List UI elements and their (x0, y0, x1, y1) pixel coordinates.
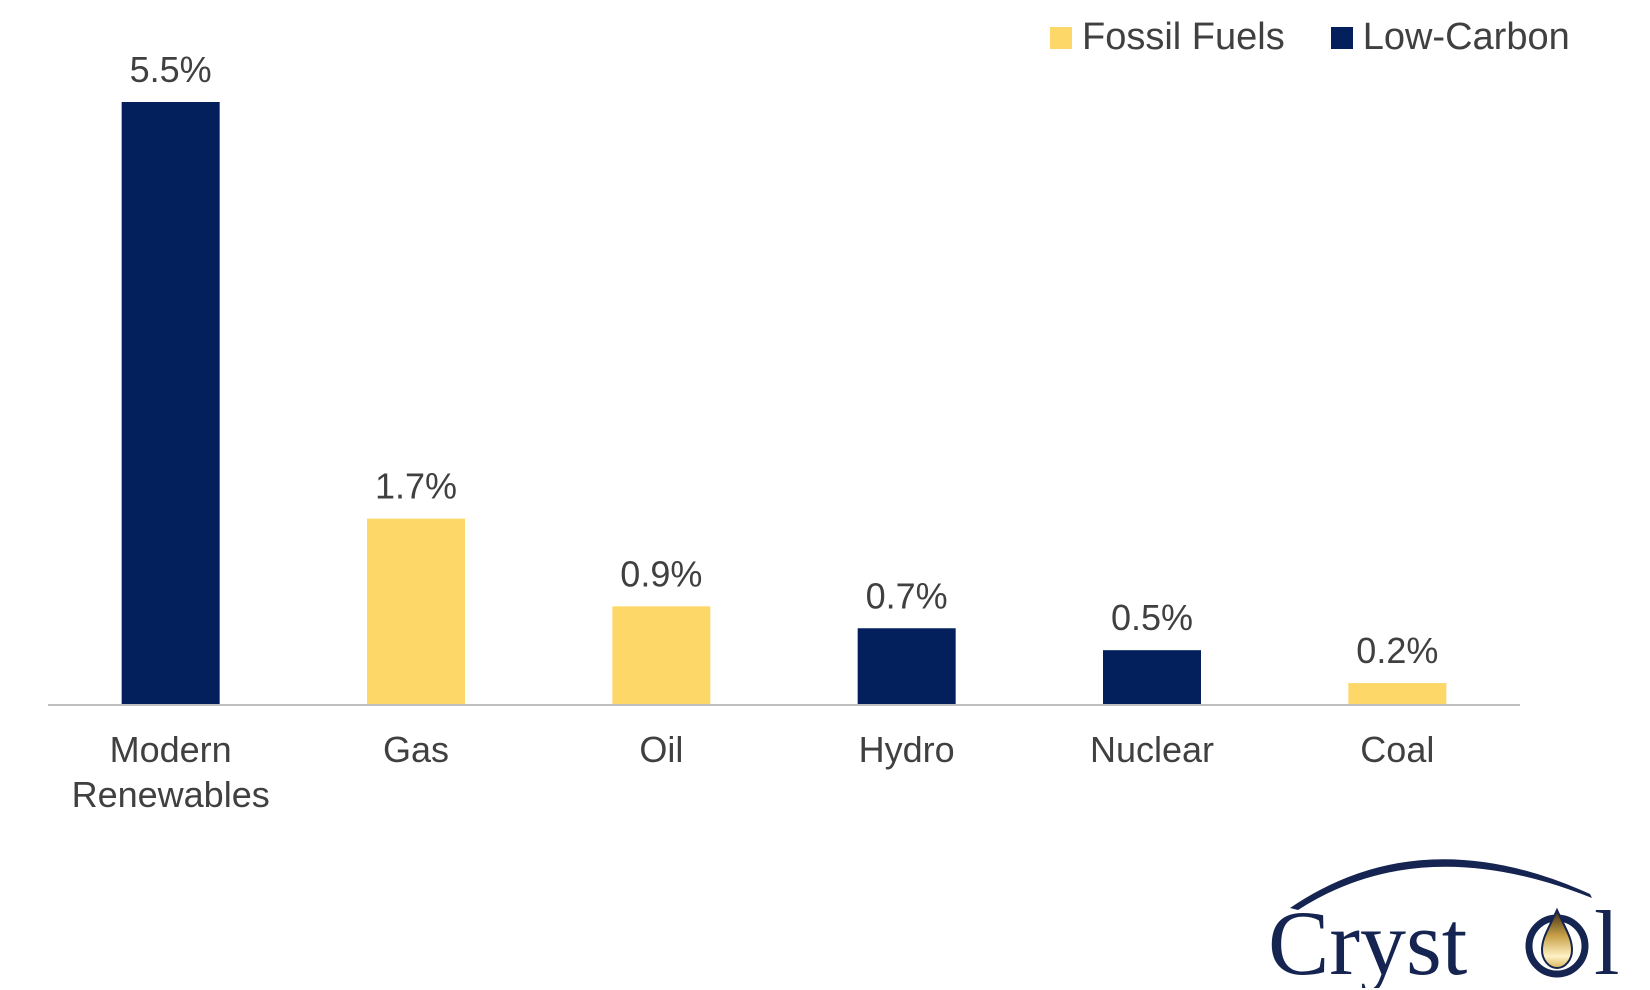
bar-gas (367, 518, 465, 705)
legend-label-low-carbon: Low-Carbon (1362, 16, 1570, 58)
category-label-nuclear: Nuclear (1090, 729, 1214, 770)
bar-hydro (857, 628, 956, 705)
category-label-coal: Coal (1360, 729, 1434, 770)
value-label-modern-renewables: 5.5% (130, 49, 212, 90)
category-label-hydro: Hydro (859, 729, 955, 770)
bar-modern-renewables (121, 102, 220, 705)
category-label-gas: Gas (383, 729, 449, 770)
bar-coal (1348, 683, 1447, 705)
bars-group (121, 102, 1447, 705)
category-labels-group: Modern Renewables Gas Oil Hydro Nuclear Coal (72, 729, 1435, 815)
value-label-coal: 0.2% (1356, 630, 1438, 671)
value-label-nuclear: 0.5% (1111, 597, 1193, 638)
logo-arc (1290, 859, 1592, 910)
bar-nuclear (1103, 650, 1201, 705)
crystol-logo: Cryst l (1268, 859, 1620, 988)
value-labels-group: 5.5% 1.7% 0.9% 0.7% 0.5% 0.2% (130, 49, 1439, 671)
legend-label-fossil-fuels: Fossil Fuels (1082, 16, 1285, 58)
value-label-oil: 0.9% (620, 553, 702, 594)
legend-item-fossil-fuels: Fossil Fuels (1050, 16, 1285, 59)
logo-wordmark: Cryst (1268, 892, 1468, 988)
bar-oil (612, 606, 711, 705)
legend-swatch-fossil-fuels (1050, 26, 1072, 49)
legend: Fossil Fuels Low-Carbon (1050, 16, 1570, 59)
logo-drop-icon (1525, 907, 1589, 978)
value-label-gas: 1.7% (375, 466, 457, 507)
value-label-hydro: 0.7% (866, 575, 948, 616)
category-label-modern-renewables: Modern Renewables (72, 729, 270, 815)
category-label-oil: Oil (639, 729, 683, 770)
logo-wordmark-end: l (1594, 892, 1620, 988)
legend-swatch-low-carbon (1330, 26, 1353, 49)
legend-item-low-carbon: Low-Carbon (1330, 16, 1570, 59)
